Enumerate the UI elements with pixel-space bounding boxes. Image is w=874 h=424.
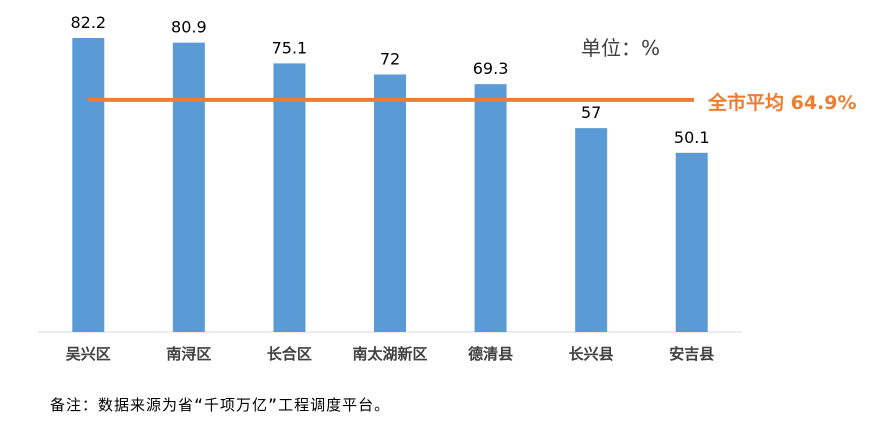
bar-value-label: 72 (380, 49, 400, 68)
x-tick-label: 安吉县 (669, 345, 714, 363)
bar-value-label: 57 (581, 103, 601, 122)
bar-value-label: 69.3 (473, 59, 509, 78)
x-tick-label: 吴兴区 (66, 345, 111, 363)
bar (172, 42, 205, 333)
x-tick-label: 德清县 (468, 345, 513, 363)
unit-label: 单位：% (581, 36, 661, 60)
footnote: 备注：数据来源为省“千项万亿”工程调度平台。 (50, 396, 391, 414)
x-tick-label: 南浔区 (166, 345, 211, 363)
x-tick-label: 南太湖新区 (352, 345, 427, 363)
bar (474, 84, 507, 332)
bar-value-label: 80.9 (171, 18, 207, 37)
bar-value-label: 82.2 (70, 13, 106, 32)
average-line-label: 全市平均 64.9% (708, 92, 857, 114)
bar (374, 74, 406, 332)
bar (575, 128, 608, 332)
bar (675, 152, 708, 332)
bar (273, 63, 306, 332)
bar (72, 38, 105, 332)
x-tick-label: 长兴县 (569, 345, 614, 363)
bar-value-label: 50.1 (674, 128, 710, 147)
bar-value-label: 75.1 (272, 38, 308, 57)
x-tick-label: 长合区 (267, 345, 312, 363)
